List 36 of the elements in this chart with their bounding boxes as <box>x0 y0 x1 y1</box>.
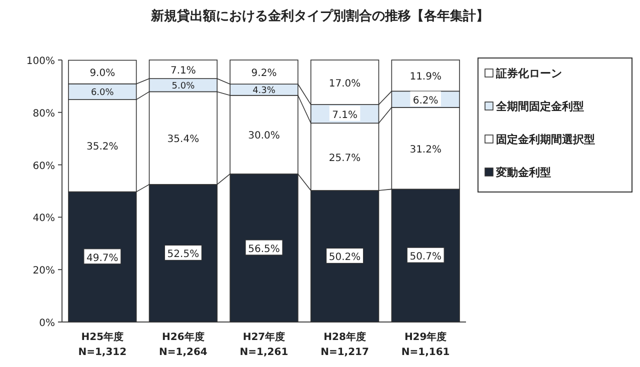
data-label: 50.2% <box>328 252 361 264</box>
data-label: 50.7% <box>410 252 442 263</box>
data-label: 49.7% <box>86 252 118 264</box>
y-tick-label: 0% <box>39 318 55 329</box>
data-label: 35.4% <box>167 134 200 146</box>
y-tick-label: 80% <box>32 108 55 120</box>
x-tick-label: H27年度 N=1,261 <box>240 331 288 358</box>
data-label: 5.0% <box>172 81 196 92</box>
x-tick-label: H26年度 N=1,264 <box>159 331 208 358</box>
legend-label: 全期間固定金利型 <box>495 100 584 113</box>
y-tick-label: 100% <box>26 56 55 67</box>
data-label: 7.1% <box>170 65 196 76</box>
data-label: 25.7% <box>328 152 361 164</box>
data-label: 52.5% <box>167 249 200 260</box>
data-label: 9.2% <box>251 68 277 80</box>
data-label: 35.2% <box>86 142 118 153</box>
legend-label: 証券化ローン <box>495 67 562 80</box>
data-label: 6.0% <box>90 88 114 98</box>
data-label: 4.3% <box>252 86 276 96</box>
data-label: 9.0% <box>90 68 116 80</box>
x-tick-label: H25年度 N=1,312 <box>78 331 127 358</box>
legend-label: 変動金利型 <box>495 166 551 179</box>
data-label: 30.0% <box>248 130 280 142</box>
chart-title: 新規貸出額における金利タイプ別割合の推移【各年集計】 <box>150 8 489 24</box>
data-label: 7.1% <box>332 110 358 121</box>
x-tick-label: H29年度 N=1,161 <box>401 331 450 358</box>
data-label: 6.2% <box>412 95 438 106</box>
data-label: 11.9% <box>410 72 442 83</box>
legend-label: 固定金利期間選択型 <box>496 133 595 146</box>
x-tick-label: H28年度 N=1,217 <box>320 331 370 358</box>
data-label: 31.2% <box>410 144 442 156</box>
y-tick-label: 40% <box>32 213 55 224</box>
data-label: 56.5% <box>248 244 280 255</box>
data-label: 17.0% <box>328 78 361 90</box>
y-tick-label: 20% <box>32 266 55 277</box>
y-tick-label: 60% <box>32 160 55 172</box>
